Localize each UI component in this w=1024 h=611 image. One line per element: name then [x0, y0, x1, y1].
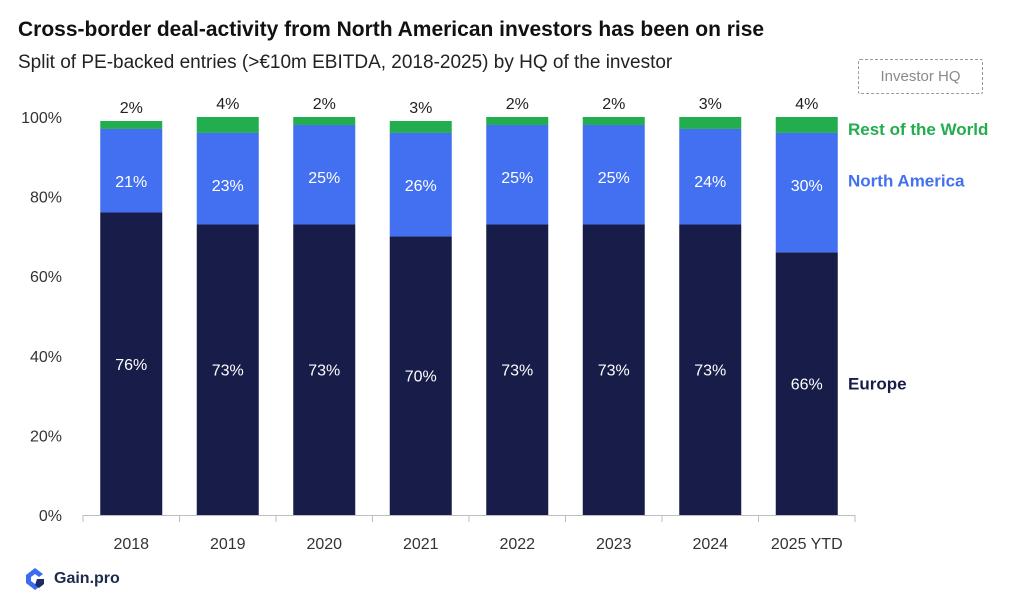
x-tick-label: 2025 YTD: [771, 536, 843, 553]
x-tick-label: 2024: [692, 536, 728, 553]
data-label-rest-of-the-world: 3%: [699, 96, 722, 113]
bar-europe: [679, 224, 742, 515]
bar-rest-of-the-world: [196, 117, 259, 133]
bar-rest-of-the-world: [293, 117, 356, 125]
x-tick-label: 2019: [210, 536, 246, 553]
bar-north-america: [582, 124, 645, 225]
bar-rest-of-the-world: [582, 117, 645, 125]
data-label-rest-of-the-world: 2%: [506, 96, 529, 113]
series-label-rest-of-the-world: Rest of the World: [848, 120, 988, 139]
x-tick-label: 2020: [306, 536, 342, 553]
x-tick-label: 2022: [499, 536, 535, 553]
bar-europe: [582, 224, 645, 515]
x-tick-label: 2023: [596, 536, 632, 553]
data-label-north-america: 23%: [212, 178, 244, 195]
bar-rest-of-the-world: [679, 117, 742, 129]
data-label-europe: 73%: [598, 363, 630, 380]
bar-north-america: [389, 132, 452, 237]
bar-europe: [775, 252, 838, 515]
data-label-rest-of-the-world: 2%: [120, 100, 143, 117]
y-tick-label: 100%: [21, 110, 62, 127]
data-label-europe: 70%: [405, 369, 437, 386]
bar-europe: [293, 224, 356, 515]
brand-logo: Gain.pro: [22, 566, 120, 592]
legend-title-box: Investor HQ: [858, 59, 983, 94]
bar-north-america: [100, 128, 163, 213]
data-label-north-america: 21%: [115, 174, 147, 191]
bar-europe: [196, 224, 259, 515]
bar-north-america: [196, 132, 259, 225]
data-label-rest-of-the-world: 2%: [602, 96, 625, 113]
data-label-europe: 73%: [212, 363, 244, 380]
y-tick-label: 0%: [39, 508, 62, 525]
series-label-europe: Europe: [848, 375, 907, 394]
data-label-north-america: 25%: [598, 170, 630, 187]
bar-north-america: [775, 132, 838, 253]
data-label-north-america: 25%: [501, 170, 533, 187]
bar-rest-of-the-world: [486, 117, 549, 125]
x-tick-label: 2021: [403, 536, 439, 553]
data-label-europe: 76%: [115, 357, 147, 374]
y-tick-label: 80%: [30, 190, 62, 207]
chart-title: Cross-border deal-activity from North Am…: [18, 18, 765, 41]
data-label-rest-of-the-world: 3%: [409, 100, 432, 117]
bar-north-america: [486, 124, 549, 225]
series-label-north-america: North America: [848, 172, 965, 191]
chart-subtitle: Split of PE-backed entries (>€10m EBITDA…: [18, 52, 673, 73]
data-label-north-america: 25%: [308, 170, 340, 187]
data-label-rest-of-the-world: 4%: [795, 96, 818, 113]
bar-rest-of-the-world: [100, 120, 163, 129]
y-tick-label: 20%: [30, 428, 62, 445]
brand-name: Gain.pro: [54, 570, 120, 587]
bar-rest-of-the-world: [775, 117, 838, 133]
data-label-north-america: 24%: [694, 174, 726, 191]
data-label-europe: 73%: [501, 363, 533, 380]
data-label-rest-of-the-world: 2%: [313, 96, 336, 113]
data-label-north-america: 30%: [791, 178, 823, 195]
data-label-north-america: 26%: [405, 178, 437, 195]
bar-europe: [389, 236, 452, 515]
data-label-europe: 66%: [791, 377, 823, 394]
bar-north-america: [293, 124, 356, 225]
y-tick-label: 40%: [30, 349, 62, 366]
y-tick-label: 60%: [30, 269, 62, 286]
bar-europe: [486, 224, 549, 515]
bar-north-america: [679, 128, 742, 225]
data-label-rest-of-the-world: 4%: [216, 96, 239, 113]
x-tick-label: 2018: [113, 536, 149, 553]
bar-europe: [100, 212, 163, 515]
data-label-europe: 73%: [694, 363, 726, 380]
bar-rest-of-the-world: [389, 120, 452, 133]
data-label-europe: 73%: [308, 363, 340, 380]
gain-pro-logo-icon: [26, 568, 44, 590]
